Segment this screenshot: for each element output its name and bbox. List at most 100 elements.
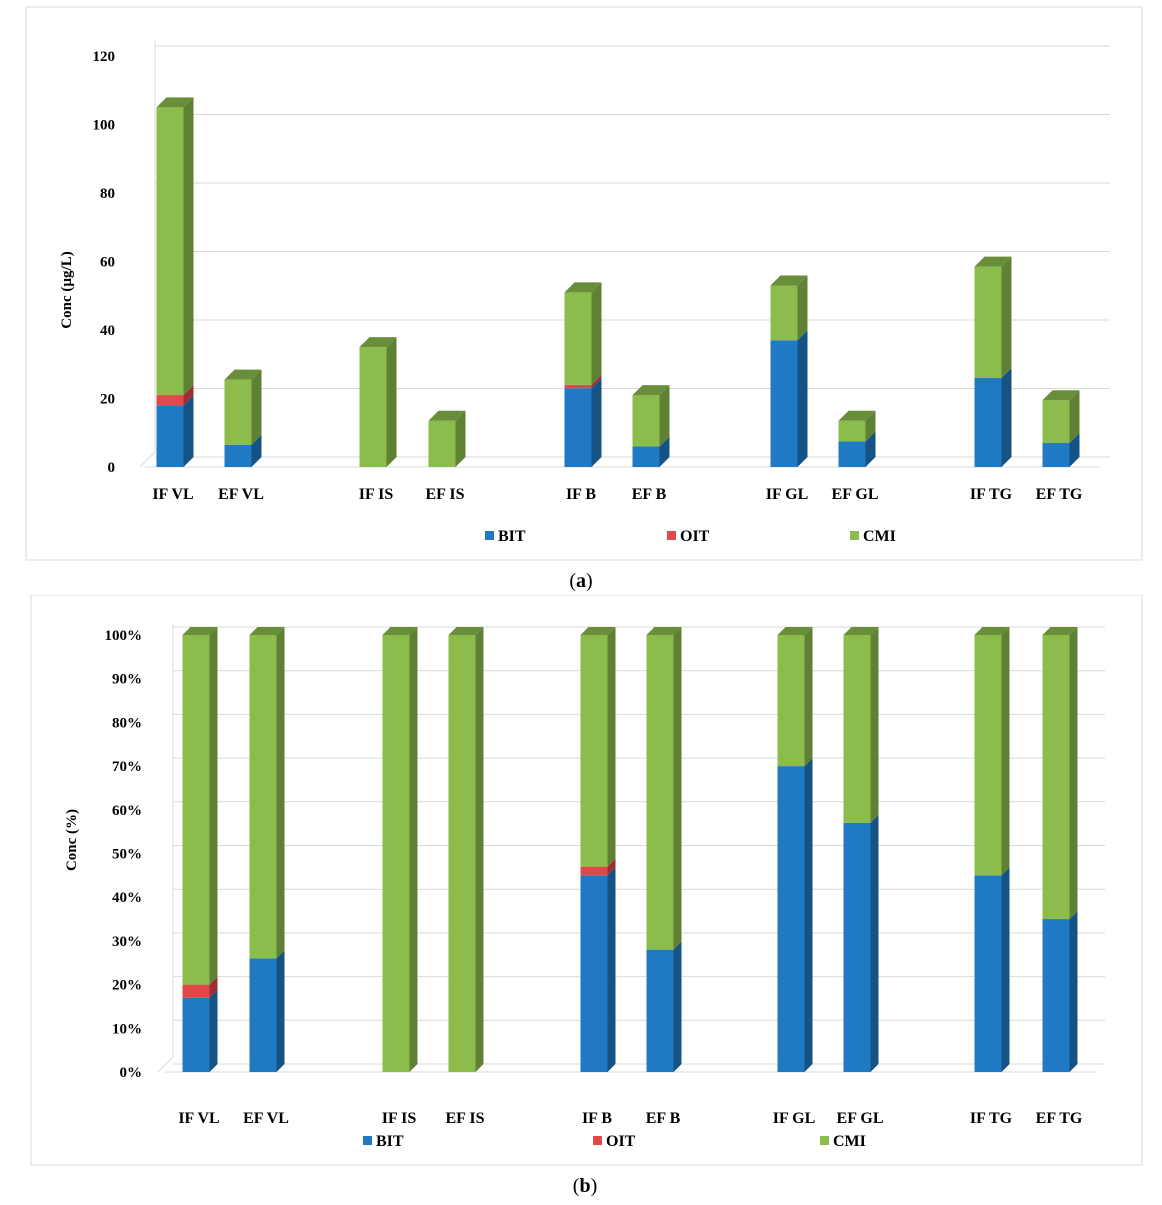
bar-cmi-front xyxy=(359,347,387,467)
chart-a: 0 20 40 60 80 100 120 IF VL EF VL IF IS EF IS IF B… xyxy=(25,6,1143,592)
x-tick-label: EF B xyxy=(646,1110,681,1127)
bar-cmi-top xyxy=(156,97,194,108)
x-tick-label: EF VL xyxy=(218,486,264,503)
x-tick-label: EF GL xyxy=(832,486,879,503)
legend-swatch-oit xyxy=(667,531,676,540)
y-tick-label: 40 xyxy=(100,323,115,339)
bar-cmi-front xyxy=(777,635,805,767)
y-tick-label: 70% xyxy=(112,759,142,775)
bar-bit-side xyxy=(673,941,682,1072)
bar-bit-side xyxy=(276,950,285,1072)
chart-b-bars xyxy=(182,627,1078,1072)
bar-cmi-top xyxy=(777,627,813,635)
bar-bit-side xyxy=(804,758,813,1072)
y-tick-label: 30% xyxy=(112,934,142,950)
bar-oit-front xyxy=(182,984,210,998)
bar-cmi-side xyxy=(1001,627,1010,876)
chart-a-panel-label: (a) xyxy=(569,570,592,592)
x-tick-label: IF TG xyxy=(970,486,1013,503)
bar-cmi-top xyxy=(448,627,484,635)
bar-oit-side xyxy=(183,385,194,406)
x-tick-label: EF IS xyxy=(446,1110,485,1127)
x-tick-label: EF IS xyxy=(426,486,465,503)
bar-cmi-top xyxy=(770,275,808,286)
bar-bit-side xyxy=(797,330,808,467)
bar-bit-front xyxy=(564,388,592,467)
bar-oit-front xyxy=(580,866,608,876)
chart-b-x-ticks: IF VL EF VL IF IS EF IS IF B EF B IF GL EF GL IF… xyxy=(178,1110,1083,1127)
x-tick-label: EF TG xyxy=(1036,1110,1083,1127)
bar-bit-front xyxy=(843,822,871,1072)
chart-a-legend: BIT OIT CMI xyxy=(485,528,896,545)
bar-cmi-top xyxy=(580,627,616,635)
bar-bit-side xyxy=(865,431,876,467)
legend-label-cmi: CMI xyxy=(833,1133,866,1150)
bar-cmi-top xyxy=(646,627,682,635)
bar-cmi-top xyxy=(974,627,1010,635)
bar-bit-front xyxy=(224,444,252,467)
legend-label-bit: BIT xyxy=(498,528,526,545)
legend-swatch-bit xyxy=(485,531,494,540)
bar-cmi-front xyxy=(448,635,476,1072)
bar-cmi-side xyxy=(183,97,194,396)
bar-bit-front xyxy=(770,340,798,467)
chart-b-back-wall xyxy=(157,624,174,1073)
legend-label-oit: OIT xyxy=(606,1133,636,1150)
legend-label-cmi: CMI xyxy=(863,528,896,545)
bar-cmi-side xyxy=(870,627,879,823)
x-tick-label: EF GL xyxy=(837,1110,884,1127)
chart-a-gridlines xyxy=(145,45,1110,468)
chart-b-panel-letter: b xyxy=(579,1175,590,1197)
bar-cmi-front xyxy=(632,395,660,447)
x-tick-label: IF IS xyxy=(359,486,394,503)
bar-cmi-front xyxy=(224,379,252,445)
bar-cmi-side xyxy=(1001,256,1012,378)
bar-bit-side xyxy=(591,378,602,467)
bar-cmi-front xyxy=(1042,635,1070,920)
y-tick-label: 80% xyxy=(112,715,142,731)
bar-cmi-side xyxy=(1069,627,1078,920)
bar-cmi-front xyxy=(428,420,456,467)
bar-cmi-front xyxy=(843,635,871,823)
bar-cmi-front xyxy=(770,285,798,341)
bar-cmi-front xyxy=(249,635,277,959)
x-tick-label: IF B xyxy=(566,486,596,503)
bar-bit-side xyxy=(1069,433,1080,467)
bar-cmi-front xyxy=(838,420,866,442)
bar-cmi-top xyxy=(359,337,397,348)
y-tick-label: 0% xyxy=(120,1065,143,1081)
bar-cmi-side xyxy=(1069,390,1080,444)
bar-cmi-side xyxy=(209,627,218,985)
bar-cmi-front xyxy=(580,635,608,867)
x-tick-label: IF IS xyxy=(382,1110,417,1127)
legend-label-oit: OIT xyxy=(680,528,710,545)
y-tick-label: 120 xyxy=(93,49,116,65)
bar-bit-side xyxy=(1001,367,1012,467)
bar-cmi-front xyxy=(382,635,410,1072)
y-tick-label: 0 xyxy=(108,460,116,476)
bar-bit-front xyxy=(1042,443,1070,467)
bar-cmi-top xyxy=(843,627,879,635)
bar-bit-front xyxy=(580,875,608,1072)
x-tick-label: IF TG xyxy=(970,1110,1013,1127)
legend-swatch-cmi xyxy=(820,1136,829,1145)
chart-b-y-axis-label: Conc (%) xyxy=(64,809,80,871)
chart-a-bars xyxy=(156,97,1080,467)
bar-oit-side xyxy=(591,374,602,389)
chart-b-legend: BIT OIT CMI xyxy=(363,1133,866,1150)
legend-swatch-cmi xyxy=(850,531,859,540)
bar-bit-side xyxy=(183,395,194,467)
bar-cmi-top xyxy=(1042,627,1078,635)
bar-cmi-side xyxy=(673,627,682,950)
chart-a-y-ticks: 0 20 40 60 80 100 120 xyxy=(93,49,116,476)
bar-oit-front xyxy=(156,395,184,406)
bar-cmi-side xyxy=(865,410,876,442)
bar-cmi-side xyxy=(455,410,466,467)
x-tick-label: EF TG xyxy=(1036,486,1083,503)
y-tick-label: 100 xyxy=(93,118,116,134)
bar-cmi-top xyxy=(1042,390,1080,401)
bar-cmi-front xyxy=(564,292,592,385)
chart-a-y-axis-label: Conc (µg/L) xyxy=(59,251,75,328)
bar-oit-side xyxy=(209,976,218,998)
bar-bit-front xyxy=(249,958,277,1072)
